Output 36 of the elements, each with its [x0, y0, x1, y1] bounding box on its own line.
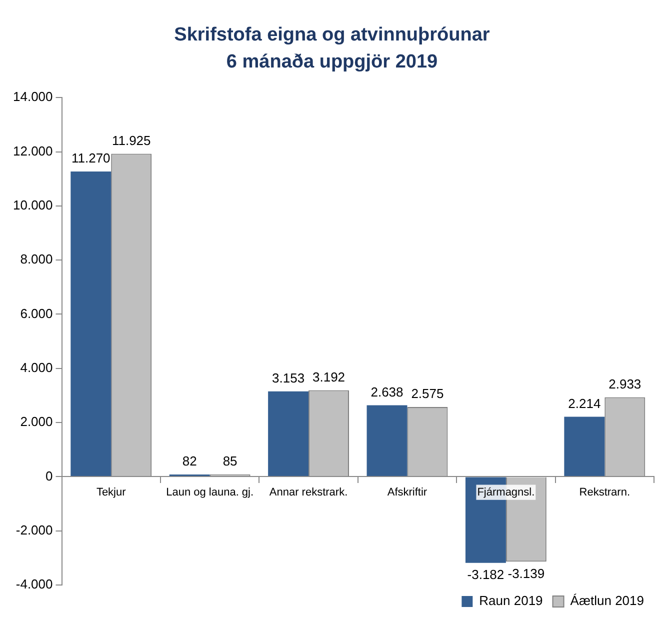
- y-tick-label: 14.000: [12, 89, 53, 104]
- data-label: -3.139: [508, 566, 545, 581]
- y-tick-label: -4.000: [16, 576, 53, 592]
- y-tick-label: 2.000: [20, 414, 53, 430]
- x-tick-label: Laun og launa. gj.: [166, 486, 254, 498]
- bar: [268, 391, 309, 476]
- bar: [564, 416, 605, 476]
- x-tick-label: Rekstrarn.: [579, 486, 630, 498]
- data-label: 3.153: [272, 370, 305, 386]
- y-tick-label: 10.000: [12, 197, 53, 212]
- data-label: 2.575: [411, 386, 444, 402]
- data-label: 3.192: [312, 369, 346, 384]
- data-label: 2.638: [370, 384, 404, 400]
- x-tick-label: Afskriftir: [387, 486, 428, 498]
- data-label: 11.270: [71, 150, 110, 166]
- y-tick-label: 4.000: [20, 360, 53, 375]
- chart-subtitle: 6 mánaða uppgjör 2019: [226, 51, 438, 72]
- y-tick-label: 8.000: [20, 252, 53, 267]
- data-label: 2.214: [568, 396, 601, 411]
- data-label: 11.925: [112, 132, 151, 148]
- data-label: 85: [222, 453, 238, 468]
- legend-label: Áætlun 2019: [570, 593, 644, 608]
- data-label: -3.182: [467, 566, 504, 582]
- y-tick-label: 0: [46, 468, 53, 484]
- bar: [366, 405, 408, 476]
- x-tick-label: Fjármagnsl.: [477, 486, 535, 498]
- y-tick-label: -2.000: [16, 522, 53, 538]
- data-label: 82: [182, 454, 197, 469]
- legend-label: Raun 2019: [479, 593, 543, 608]
- y-tick-label: 12.000: [12, 143, 53, 158]
- data-label: 2.933: [608, 376, 642, 392]
- x-tick-label: Annar rekstrark.: [269, 486, 348, 498]
- bar: [70, 172, 112, 476]
- y-tick-label: 6.000: [20, 306, 53, 321]
- chart-title: Skrifstofa eigna og atvinnuþróunar: [174, 24, 490, 46]
- x-tick-label: Tekjur: [96, 486, 126, 498]
